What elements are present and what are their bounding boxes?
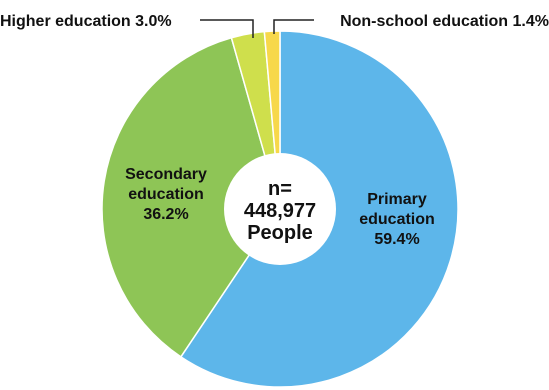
slice-label-primary-value: 59.4% <box>374 231 419 248</box>
slice-label-non-school: Non-school education 1.4% <box>340 13 549 30</box>
slice-label-higher: Higher education 3.0% <box>0 13 172 30</box>
center-label-line-3: People <box>247 222 313 244</box>
slice-label-primary-line-1: Primary <box>367 191 427 208</box>
slice-label-secondary-value: 36.2% <box>143 206 188 223</box>
slice-label-secondary-line-1: Secondary <box>125 166 207 183</box>
leader-line-non-school <box>273 19 314 34</box>
center-label-line-2: 448,977 <box>244 200 316 222</box>
slice-label-primary-line-2: education <box>359 211 435 228</box>
leader-line-higher <box>200 19 254 38</box>
center-label-line-1: n= <box>268 178 292 200</box>
donut-hole <box>224 153 336 265</box>
slice-label-secondary-line-2: education <box>128 186 204 203</box>
slice-secondary <box>101 36 281 358</box>
